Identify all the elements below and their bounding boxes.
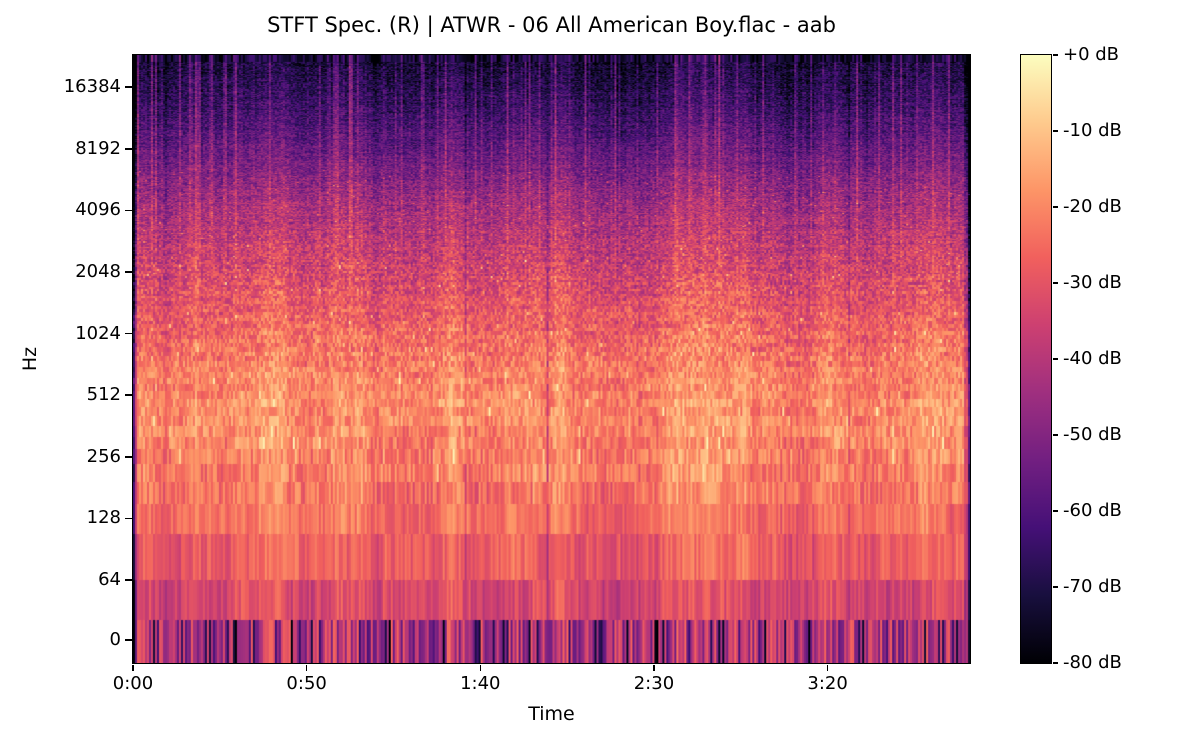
colorbar-tick-mark [1052, 434, 1058, 436]
colorbar-tick-label: -40 dB [1063, 348, 1122, 369]
y-tick-label: 4096 [75, 199, 121, 221]
colorbar-tick-mark [1052, 130, 1058, 132]
colorbar [1019, 53, 1052, 664]
colorbar-tick-label: -70 dB [1063, 576, 1122, 597]
spectrogram-canvas [132, 54, 970, 663]
x-axis-label: Time [528, 703, 575, 725]
y-tick-label: 256 [86, 445, 121, 467]
colorbar-tick-mark [1052, 358, 1058, 360]
y-tick-mark [125, 579, 132, 581]
colorbar-tick-label: -60 dB [1063, 500, 1122, 521]
spectrogram-plot-area [131, 53, 971, 664]
x-tick-mark [826, 664, 829, 671]
colorbar-tick-mark [1052, 510, 1058, 512]
y-tick-mark [125, 271, 132, 273]
colorbar-tick-label: -50 dB [1063, 424, 1122, 445]
colorbar-tick-mark [1052, 206, 1058, 208]
colorbar-tick-mark [1052, 282, 1058, 284]
y-tick-mark [125, 517, 132, 520]
y-tick-mark [125, 456, 132, 458]
colorbar-tick-mark [1052, 54, 1058, 56]
y-tick-mark [125, 148, 132, 150]
x-tick-mark [479, 664, 482, 671]
y-tick-label: 0 [109, 629, 121, 650]
x-tick-label: 2:30 [633, 673, 675, 694]
x-tick-label: 0:50 [286, 673, 327, 694]
y-tick-mark [125, 639, 132, 641]
y-tick-mark [125, 394, 132, 396]
x-tick-mark [653, 664, 655, 671]
chart-title: STFT Spec. (R) | ATWR - 06 All American … [267, 13, 836, 37]
colorbar-tick-label: +0 dB [1063, 44, 1120, 65]
colorbar-tick-label: -10 dB [1063, 120, 1122, 141]
y-tick-mark [125, 209, 132, 212]
x-tick-label: 3:20 [807, 673, 848, 694]
x-tick-label: 0:00 [112, 673, 154, 694]
y-tick-label: 128 [86, 507, 121, 529]
y-tick-label: 64 [98, 569, 121, 590]
y-tick-mark [125, 86, 132, 88]
colorbar-tick-label: -30 dB [1063, 272, 1122, 293]
colorbar-tick-label: -20 dB [1063, 196, 1122, 217]
colorbar-tick-label: -80 dB [1063, 652, 1122, 673]
y-tick-label: 16384 [63, 76, 121, 98]
y-tick-label: 512 [86, 384, 121, 406]
x-tick-label: 1:40 [460, 673, 501, 694]
colorbar-tick-mark [1052, 586, 1058, 588]
colorbar-tick-mark [1052, 662, 1058, 664]
x-tick-mark [132, 664, 134, 671]
y-tick-label: 8192 [75, 137, 121, 159]
y-axis-label: Hz [19, 346, 41, 372]
y-tick-label: 1024 [75, 322, 121, 344]
y-tick-label: 2048 [75, 261, 121, 282]
x-tick-mark [305, 664, 308, 671]
y-tick-mark [125, 332, 132, 335]
